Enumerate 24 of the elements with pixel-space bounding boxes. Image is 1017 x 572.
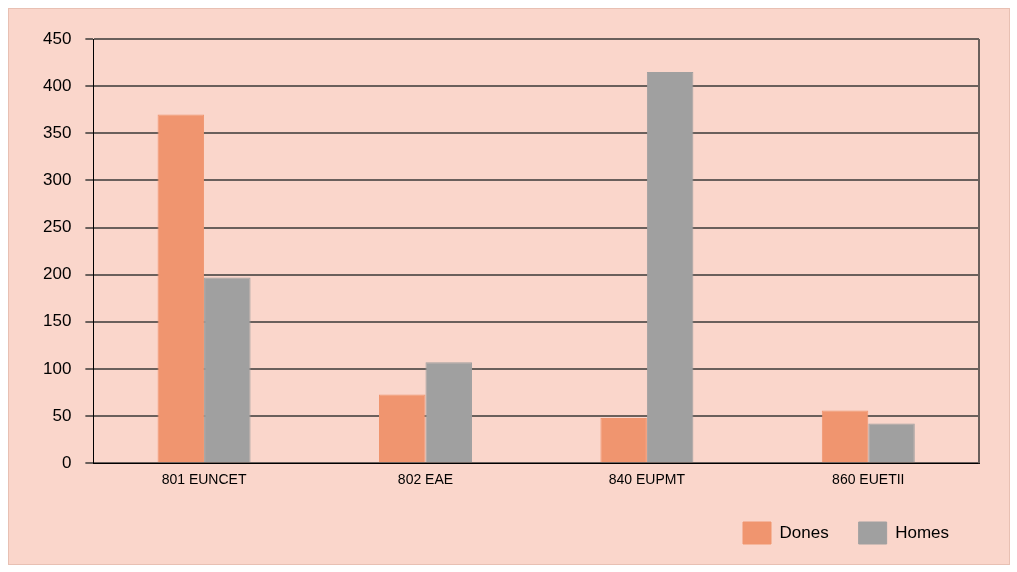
bar — [868, 423, 915, 463]
bar — [157, 114, 205, 463]
x-tick-label: 801 EUNCET — [161, 471, 247, 488]
x-tick-label: 802 EAE — [397, 471, 454, 488]
bar — [378, 394, 426, 463]
y-tick-label: 0 — [61, 452, 72, 472]
legend-label: Dones — [779, 522, 829, 542]
bar — [646, 71, 694, 463]
x-tick-label: 840 EUPMT — [608, 471, 686, 488]
bar — [600, 417, 647, 463]
bar — [204, 277, 251, 463]
y-tick-label: 200 — [42, 264, 72, 284]
y-tick-label: 250 — [42, 217, 72, 237]
x-tick-label: 860 EUETII — [832, 471, 905, 488]
y-tick-label: 100 — [42, 358, 72, 378]
y-tick-label: 300 — [42, 170, 72, 190]
bar — [821, 410, 869, 463]
y-tick-label: 400 — [42, 75, 72, 95]
y-tick-label: 150 — [42, 311, 72, 331]
bar — [425, 362, 472, 463]
y-tick-label: 450 — [42, 28, 72, 48]
legend-label: Homes — [895, 522, 950, 542]
y-tick-label: 50 — [52, 405, 72, 425]
y-tick-label: 350 — [42, 122, 72, 142]
